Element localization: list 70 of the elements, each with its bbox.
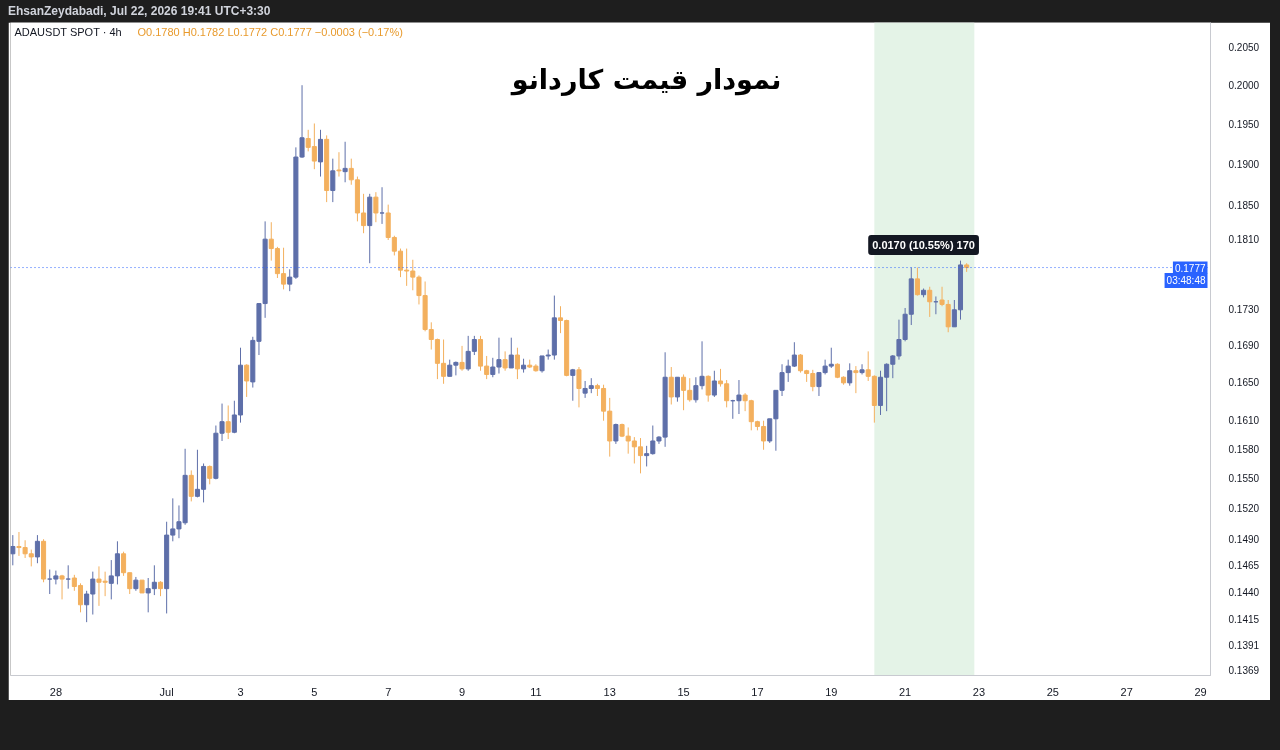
- candlestick: [927, 286, 933, 318]
- candlestick: [59, 574, 65, 600]
- y-tick-label: 0.1810: [1228, 234, 1260, 246]
- y-tick-label: 0.2000: [1228, 80, 1260, 92]
- candlestick: [570, 368, 576, 402]
- x-tick-label: 28: [49, 685, 63, 698]
- candlestick: [342, 141, 348, 183]
- candlestick: [502, 350, 508, 372]
- y-tick-label: 0.1520: [1228, 503, 1260, 515]
- x-tick-label: 7: [385, 685, 392, 698]
- x-tick-label: 19: [825, 685, 838, 698]
- annotation: O0.1780 H0.1782 L0.1772 C0.1777 −0.0003 (−0.17%): [137, 25, 403, 38]
- y-tick-label: 0.1650: [1228, 376, 1260, 388]
- candlestick: [244, 363, 250, 398]
- y-tick-label: 0.1900: [1228, 159, 1260, 171]
- x-tick-label: 13: [603, 685, 616, 698]
- annotation: 0.0170 (10.55%) 170: [872, 239, 975, 252]
- x-tick-label: 17: [751, 685, 764, 698]
- candlestick: [711, 370, 717, 398]
- y-tick-label: 0.2050: [1228, 42, 1260, 54]
- x-tick-label: 27: [1120, 685, 1133, 698]
- x-tick-label: 23: [972, 685, 986, 698]
- y-tick-label: 0.1415: [1228, 613, 1260, 625]
- y-tick-label: 0.1465: [1228, 560, 1260, 572]
- x-tick-label: 11: [530, 685, 542, 698]
- x-tick-label: 3: [237, 685, 244, 698]
- y-tick-label: 0.1690: [1228, 339, 1260, 351]
- y-tick-label: 0.1550: [1228, 473, 1260, 485]
- y-tick-label: 0.1730: [1228, 303, 1260, 315]
- candlestick: [65, 564, 71, 590]
- candlestick: [336, 151, 342, 178]
- candlestick: [914, 267, 920, 297]
- chart-subtitle: ADAUSDT SPOT · 4h: [14, 25, 122, 38]
- candlestick: [514, 347, 520, 380]
- y-tick-label: 0.1391: [1228, 640, 1260, 652]
- candlestick: [859, 363, 865, 375]
- text: EhsanZeydabadi, Jul 22, 2026 19:41 UTC+3:30: [7, 4, 271, 18]
- candlestick: [34, 534, 40, 564]
- x-tick-label: 5: [311, 685, 318, 698]
- candlestick: [330, 158, 336, 203]
- text: نمودار قیمت کاردانو: [509, 64, 782, 97]
- candlestick: [847, 362, 853, 387]
- candlestick: [317, 129, 324, 178]
- candlestick: [705, 374, 711, 403]
- y-tick-label: 0.1610: [1228, 414, 1260, 426]
- x-tick-label: 29: [1194, 685, 1207, 698]
- candlestick: [188, 469, 194, 502]
- x-tick-label: Jul: [159, 685, 174, 698]
- candlestick: [225, 404, 231, 440]
- y-tick-label: 0.1950: [1228, 119, 1260, 131]
- y-tick-label: 0.1440: [1228, 586, 1260, 598]
- candlestick: [853, 365, 859, 394]
- ref-line-label: 0.1777 03:48:48: [1166, 262, 1206, 287]
- candlestick: [207, 464, 213, 485]
- y-tick-label: 0.1850: [1228, 200, 1260, 212]
- candlestick: [373, 191, 379, 223]
- candlestick: [379, 186, 385, 225]
- candlestick: [453, 360, 459, 376]
- x-tick-label: 21: [899, 685, 912, 698]
- x-tick-label: 15: [677, 685, 690, 698]
- candlestick: [668, 366, 674, 406]
- y-tick-label: 0.1369: [1228, 664, 1260, 676]
- y-tick-label: 0.1490: [1228, 534, 1260, 546]
- x-tick-label: 9: [458, 685, 466, 698]
- candlestick: [508, 337, 514, 369]
- candlestick: [674, 376, 680, 403]
- y-tick-label: 0.1580: [1228, 443, 1260, 455]
- candlestick: [459, 345, 465, 372]
- candlestick: [576, 366, 582, 408]
- x-tick-label: 25: [1046, 685, 1059, 698]
